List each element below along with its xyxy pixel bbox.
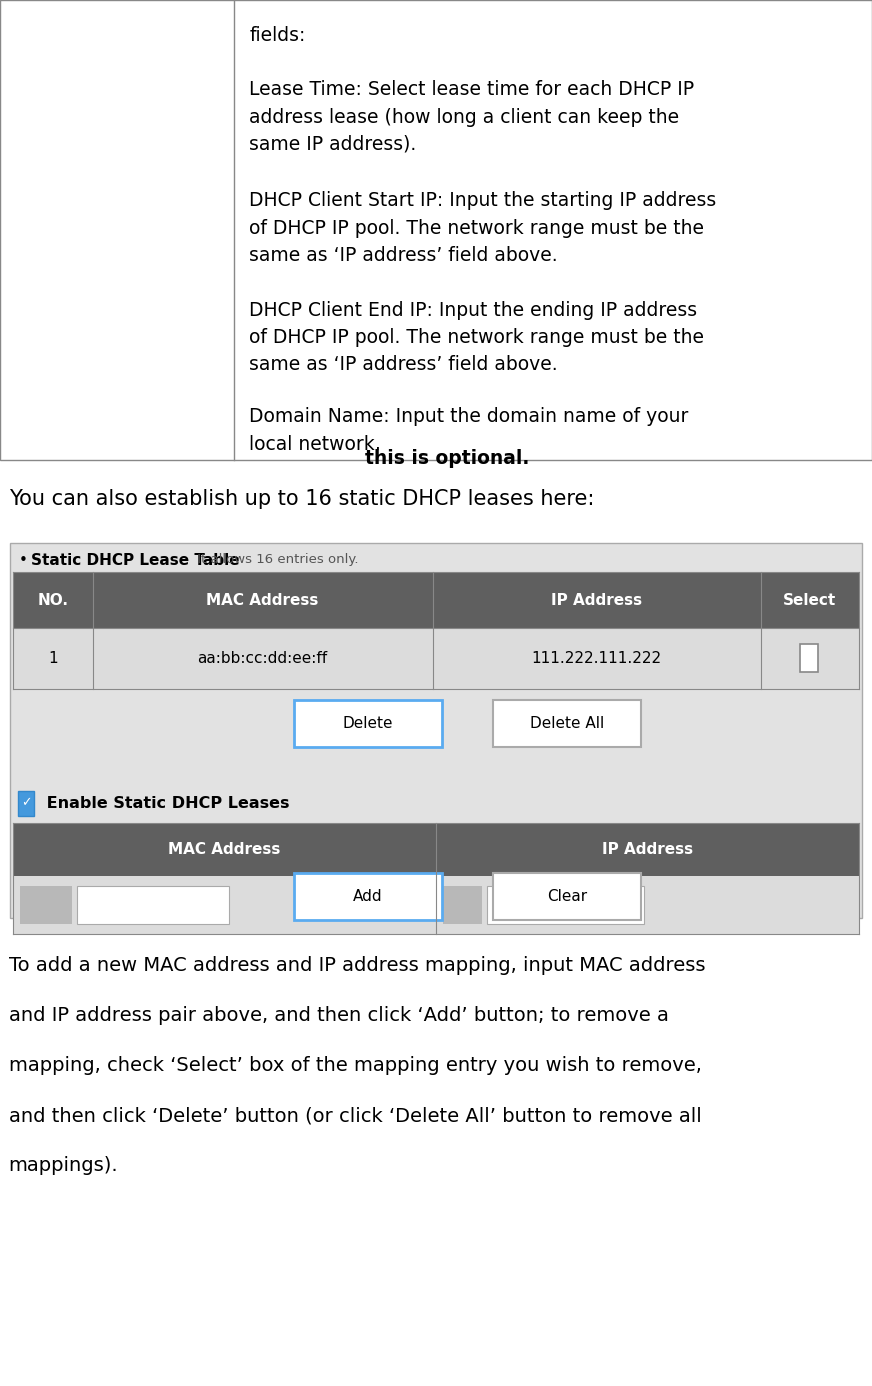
Text: fields:: fields: xyxy=(249,26,306,46)
Text: Clear: Clear xyxy=(547,890,587,904)
FancyBboxPatch shape xyxy=(20,886,72,924)
FancyBboxPatch shape xyxy=(13,628,859,689)
Text: DHCP Client End IP: Input the ending IP address
of DHCP IP pool. The network ran: DHCP Client End IP: Input the ending IP … xyxy=(249,301,705,374)
Text: Select: Select xyxy=(782,593,835,607)
Text: aa:bb:cc:dd:ee:ff: aa:bb:cc:dd:ee:ff xyxy=(198,651,328,665)
FancyBboxPatch shape xyxy=(294,873,442,920)
FancyBboxPatch shape xyxy=(294,700,442,747)
Text: You can also establish up to 16 static DHCP leases here:: You can also establish up to 16 static D… xyxy=(9,489,594,509)
Text: Delete All: Delete All xyxy=(529,717,604,730)
Text: Domain Name: Input the domain name of your
local network,: Domain Name: Input the domain name of yo… xyxy=(249,407,689,453)
Text: this is optional.: this is optional. xyxy=(365,449,530,468)
Text: It allows 16 entries only.: It allows 16 entries only. xyxy=(193,553,358,565)
FancyBboxPatch shape xyxy=(493,873,641,920)
Text: Delete: Delete xyxy=(343,717,393,730)
Text: and IP address pair above, and then click ‘Add’ button; to remove a: and IP address pair above, and then clic… xyxy=(9,1006,669,1026)
FancyBboxPatch shape xyxy=(493,700,641,747)
Text: IP Address: IP Address xyxy=(551,593,643,607)
FancyBboxPatch shape xyxy=(443,886,482,924)
Text: and then click ‘Delete’ button (or click ‘Delete All’ button to remove all: and then click ‘Delete’ button (or click… xyxy=(9,1106,701,1125)
FancyBboxPatch shape xyxy=(487,886,644,924)
FancyBboxPatch shape xyxy=(13,876,859,934)
Text: 1: 1 xyxy=(48,651,58,665)
FancyBboxPatch shape xyxy=(10,543,862,918)
Text: MAC Address: MAC Address xyxy=(207,593,319,607)
Text: To add a new MAC address and IP address mapping, input MAC address: To add a new MAC address and IP address … xyxy=(9,956,705,976)
Text: 111.222.111.222: 111.222.111.222 xyxy=(532,651,662,665)
FancyBboxPatch shape xyxy=(800,644,818,672)
Text: mapping, check ‘Select’ box of the mapping entry you wish to remove,: mapping, check ‘Select’ box of the mappi… xyxy=(9,1056,702,1076)
Text: •: • xyxy=(19,553,28,568)
FancyBboxPatch shape xyxy=(13,572,859,628)
Text: Add: Add xyxy=(353,890,383,904)
Text: mappings).: mappings). xyxy=(9,1156,119,1175)
Text: NO.: NO. xyxy=(37,593,68,607)
Text: DHCP Client Start IP: Input the starting IP address
of DHCP IP pool. The network: DHCP Client Start IP: Input the starting… xyxy=(249,191,717,265)
Text: Enable Static DHCP Leases: Enable Static DHCP Leases xyxy=(41,797,290,811)
FancyBboxPatch shape xyxy=(77,886,229,924)
Text: MAC Address: MAC Address xyxy=(168,843,281,857)
Text: ✓: ✓ xyxy=(21,796,31,809)
Text: Lease Time: Select lease time for each DHCP IP
address lease (how long a client : Lease Time: Select lease time for each D… xyxy=(249,80,694,154)
FancyBboxPatch shape xyxy=(18,791,34,816)
Text: IP Address: IP Address xyxy=(602,843,693,857)
FancyBboxPatch shape xyxy=(13,823,859,876)
Text: Static DHCP Lease Table: Static DHCP Lease Table xyxy=(31,553,240,568)
